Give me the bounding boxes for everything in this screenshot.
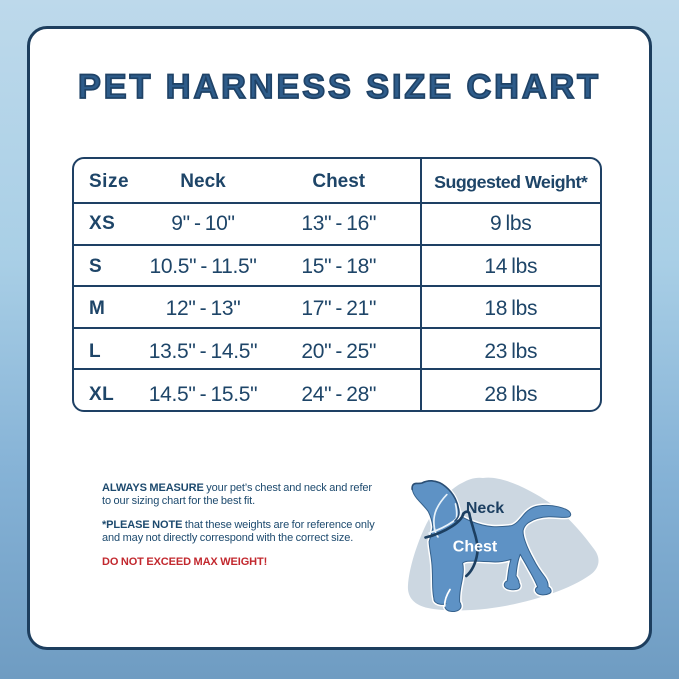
svg-text:Neck: Neck (466, 500, 504, 517)
svg-text:Chest: Chest (453, 539, 498, 556)
